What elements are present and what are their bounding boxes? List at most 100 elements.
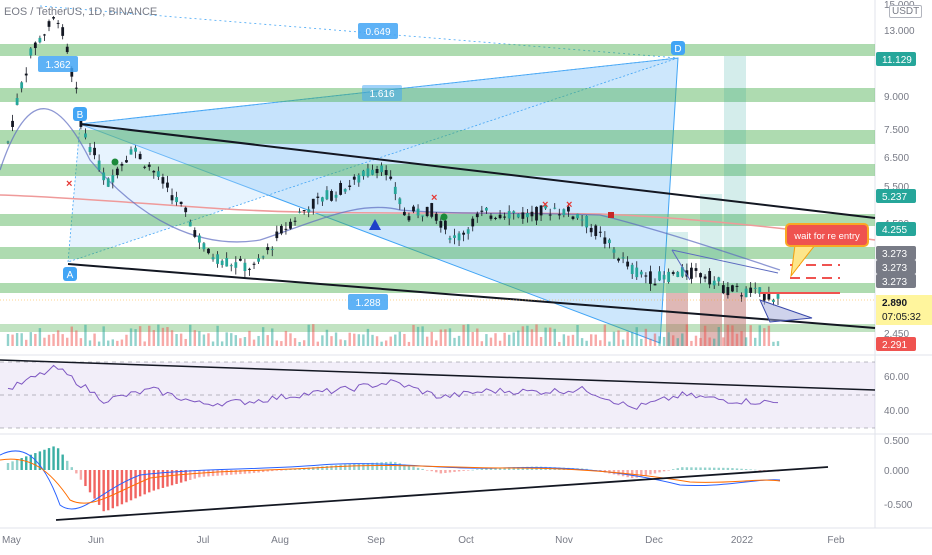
macd-bar (179, 470, 183, 483)
price-badge-label: 5.237 (882, 192, 907, 203)
candle-body (202, 243, 206, 250)
macd-bar (713, 467, 716, 470)
macd-bar (225, 470, 228, 476)
macd-bar (75, 470, 78, 474)
volume-bar (198, 331, 201, 346)
candle-body (512, 211, 516, 214)
macd-bar (216, 470, 219, 476)
candle-body (712, 280, 716, 286)
macd-bar (466, 470, 470, 471)
candle-body (225, 258, 229, 267)
volume-bar (494, 333, 497, 346)
macd-bar (735, 468, 739, 470)
candle-body (402, 211, 406, 216)
volume-bar (649, 338, 652, 346)
candle-body (685, 270, 689, 277)
volume-bar (476, 328, 479, 346)
macd-bar (107, 470, 110, 511)
currency-label[interactable]: USDT (889, 5, 923, 18)
candle-body (143, 166, 147, 168)
macd-bar (6, 463, 10, 470)
macd-bar (266, 470, 269, 472)
volume-bar (252, 339, 256, 346)
price-tick-label: 5.500 (884, 182, 909, 193)
fib-level-label (38, 56, 78, 72)
candle-body (416, 208, 420, 216)
macd-bar (211, 470, 215, 477)
macd-bar (271, 470, 274, 472)
candle-body (667, 271, 671, 282)
macd-bar (220, 470, 224, 476)
price-badge (876, 260, 916, 274)
volume-bar (767, 325, 771, 346)
volume-bar (722, 337, 725, 346)
candle-body (393, 186, 397, 195)
annotation-callout[interactable] (785, 223, 869, 247)
price-tick-label: 7.500 (884, 125, 909, 136)
volume-bar (708, 337, 711, 346)
candle-body (302, 209, 306, 211)
candle-body (307, 209, 311, 213)
volume-bar (507, 334, 511, 346)
volume-bar (653, 333, 657, 346)
volume-bar (343, 340, 347, 346)
volume-bar (102, 326, 105, 346)
volume-bar (644, 328, 648, 346)
macd-bar (157, 470, 160, 490)
candle-body (603, 237, 607, 244)
candle-body (366, 168, 370, 177)
candle-body (320, 197, 324, 202)
candle-body (539, 205, 543, 216)
volume-bar (617, 330, 620, 346)
volume-bar (284, 330, 288, 346)
time-axis-label: Nov (555, 535, 573, 546)
volume-bar (257, 335, 260, 346)
candle-body (744, 288, 748, 298)
signal-dot-icon (111, 158, 119, 166)
candle-body (717, 277, 721, 282)
macd-bar (125, 470, 128, 503)
ma-long-line (0, 194, 876, 241)
macd-bar (102, 470, 105, 512)
price-badge (876, 189, 916, 203)
candle-body (708, 270, 712, 285)
macd-tick-label: 0.000 (884, 466, 909, 477)
volume-bar (330, 336, 333, 346)
volume-bar (107, 340, 110, 346)
volume-bar (512, 332, 515, 346)
candle-body (257, 258, 260, 262)
sell-signal-icon: × (542, 199, 548, 211)
time-axis-label: Oct (458, 535, 474, 546)
volume-bar (84, 324, 87, 346)
volume-bar (152, 330, 155, 346)
volume-bar (608, 341, 611, 346)
macd-bar (166, 470, 169, 487)
volume-bar (380, 341, 383, 346)
price-badge (876, 52, 916, 66)
candle-body (658, 271, 661, 281)
signal-square-icon (608, 212, 614, 218)
macd-bar (88, 470, 92, 493)
volume-bar (298, 341, 301, 346)
candle-body (125, 160, 128, 163)
volume-bar (626, 331, 629, 346)
volume-bar (521, 326, 525, 346)
volume-bar (466, 324, 470, 346)
candle-body (115, 168, 119, 175)
volume-bar (640, 338, 643, 346)
candle-body (421, 215, 425, 217)
macd-bar (448, 470, 452, 473)
volume-bar (15, 333, 19, 346)
volume-bar (353, 333, 356, 346)
candle-body (61, 27, 65, 36)
candle-body (339, 182, 343, 195)
volume-bar (535, 324, 538, 346)
candle-body (680, 267, 684, 277)
macd-bar (93, 470, 96, 499)
macd-bar (435, 470, 438, 473)
macd-bar (485, 468, 488, 470)
macd-bar (275, 470, 279, 471)
candle-body (494, 217, 497, 219)
